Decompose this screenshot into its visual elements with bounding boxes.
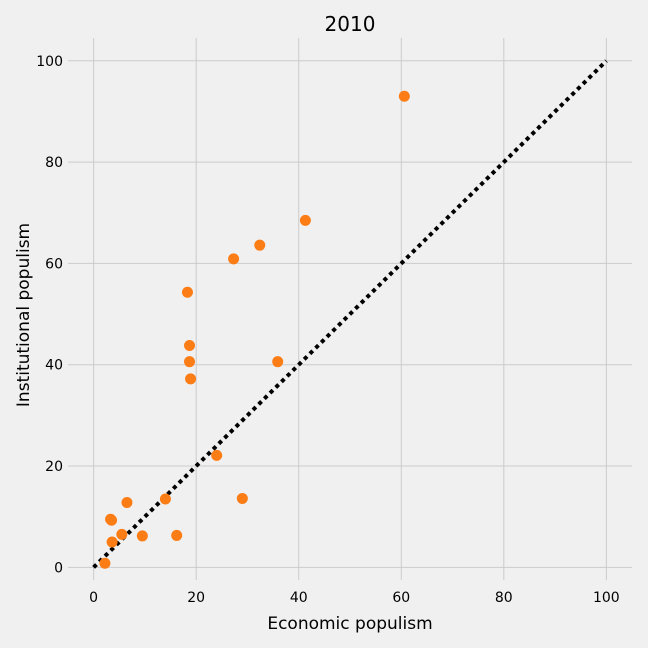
reference-line-group: [92, 59, 608, 569]
x-tick-label: 40: [290, 590, 308, 606]
data-point: [398, 90, 410, 102]
data-point: [121, 496, 133, 508]
reference-line: [92, 59, 608, 569]
y-tick-label: 100: [36, 54, 63, 70]
data-point: [299, 214, 311, 226]
data-point: [211, 449, 223, 461]
data-point: [136, 530, 148, 542]
data-point: [159, 493, 171, 505]
data-point: [184, 339, 196, 351]
points-group: [99, 90, 410, 569]
data-point: [254, 239, 266, 251]
x-tick-label: 60: [392, 590, 410, 606]
x-tick-label: 100: [593, 590, 620, 606]
data-point: [99, 557, 111, 569]
y-tick-label: 60: [45, 256, 63, 272]
data-point: [106, 514, 118, 526]
data-point: [116, 528, 128, 540]
y-tick-label: 40: [45, 358, 63, 374]
data-point: [185, 373, 197, 385]
data-point: [181, 286, 193, 298]
data-point: [272, 356, 284, 368]
y-axis-label: Institutional populism: [14, 223, 34, 407]
x-tick-label: 20: [187, 590, 205, 606]
y-axis-ticks: 0 20 40 60 80 100: [36, 54, 63, 577]
data-point: [106, 536, 118, 548]
data-point: [184, 356, 196, 368]
y-tick-label: 80: [45, 155, 63, 171]
data-point: [236, 492, 248, 504]
grid: [68, 38, 632, 580]
x-axis-label: Economic populism: [267, 614, 432, 634]
chart-title: 2010: [325, 12, 376, 36]
x-tick-label: 0: [89, 590, 98, 606]
y-tick-label: 0: [54, 560, 63, 576]
data-point: [228, 253, 240, 265]
x-axis-ticks: 0 20 40 60 80 100: [89, 590, 620, 606]
x-tick-label: 80: [495, 590, 513, 606]
data-point: [171, 529, 183, 541]
y-tick-label: 20: [45, 459, 63, 475]
